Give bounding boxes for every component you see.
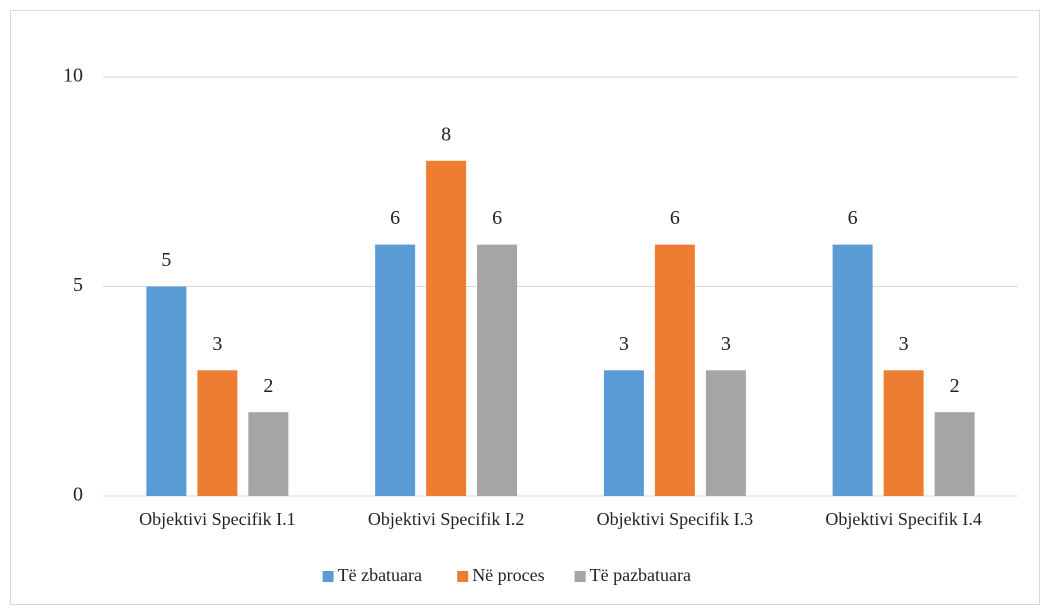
data-label: 2 <box>950 375 960 397</box>
data-label: 3 <box>212 333 222 355</box>
data-label: 8 <box>441 123 451 145</box>
data-label: 6 <box>390 207 400 229</box>
data-label: 6 <box>848 207 858 229</box>
bar <box>832 244 873 496</box>
bar <box>883 370 924 496</box>
bar <box>197 370 238 496</box>
bar <box>654 244 695 496</box>
data-label: 5 <box>161 249 171 271</box>
x-tick-label: Objektivi Specifik I.1 <box>139 509 295 529</box>
data-label: 3 <box>619 333 629 355</box>
data-label: 6 <box>670 207 680 229</box>
legend-swatch <box>574 571 586 582</box>
data-label: 6 <box>492 207 502 229</box>
data-label: 3 <box>899 333 909 355</box>
bar <box>426 160 467 497</box>
bar <box>705 370 746 496</box>
legend-swatch <box>322 571 334 582</box>
bar <box>146 286 187 496</box>
x-tick-label: Objektivi Specifik I.2 <box>368 509 524 529</box>
y-tick-label: 10 <box>63 65 83 87</box>
bar <box>934 412 975 496</box>
legend-label: Të zbatuara <box>338 565 422 585</box>
y-tick-label: 5 <box>73 274 83 296</box>
bar <box>375 244 416 496</box>
x-tick-label: Objektivi Specifik I.3 <box>597 509 753 529</box>
legend-label: Në proces <box>472 565 544 585</box>
data-label: 3 <box>721 333 731 355</box>
y-tick-label: 0 <box>73 484 83 506</box>
data-label: 2 <box>263 375 273 397</box>
x-tick-label: Objektivi Specifik I.4 <box>825 509 981 529</box>
bar <box>603 370 644 496</box>
legend-swatch <box>457 571 469 582</box>
bar <box>477 244 518 496</box>
legend-label: Të pazbatuara <box>590 565 691 585</box>
bar <box>248 412 289 496</box>
